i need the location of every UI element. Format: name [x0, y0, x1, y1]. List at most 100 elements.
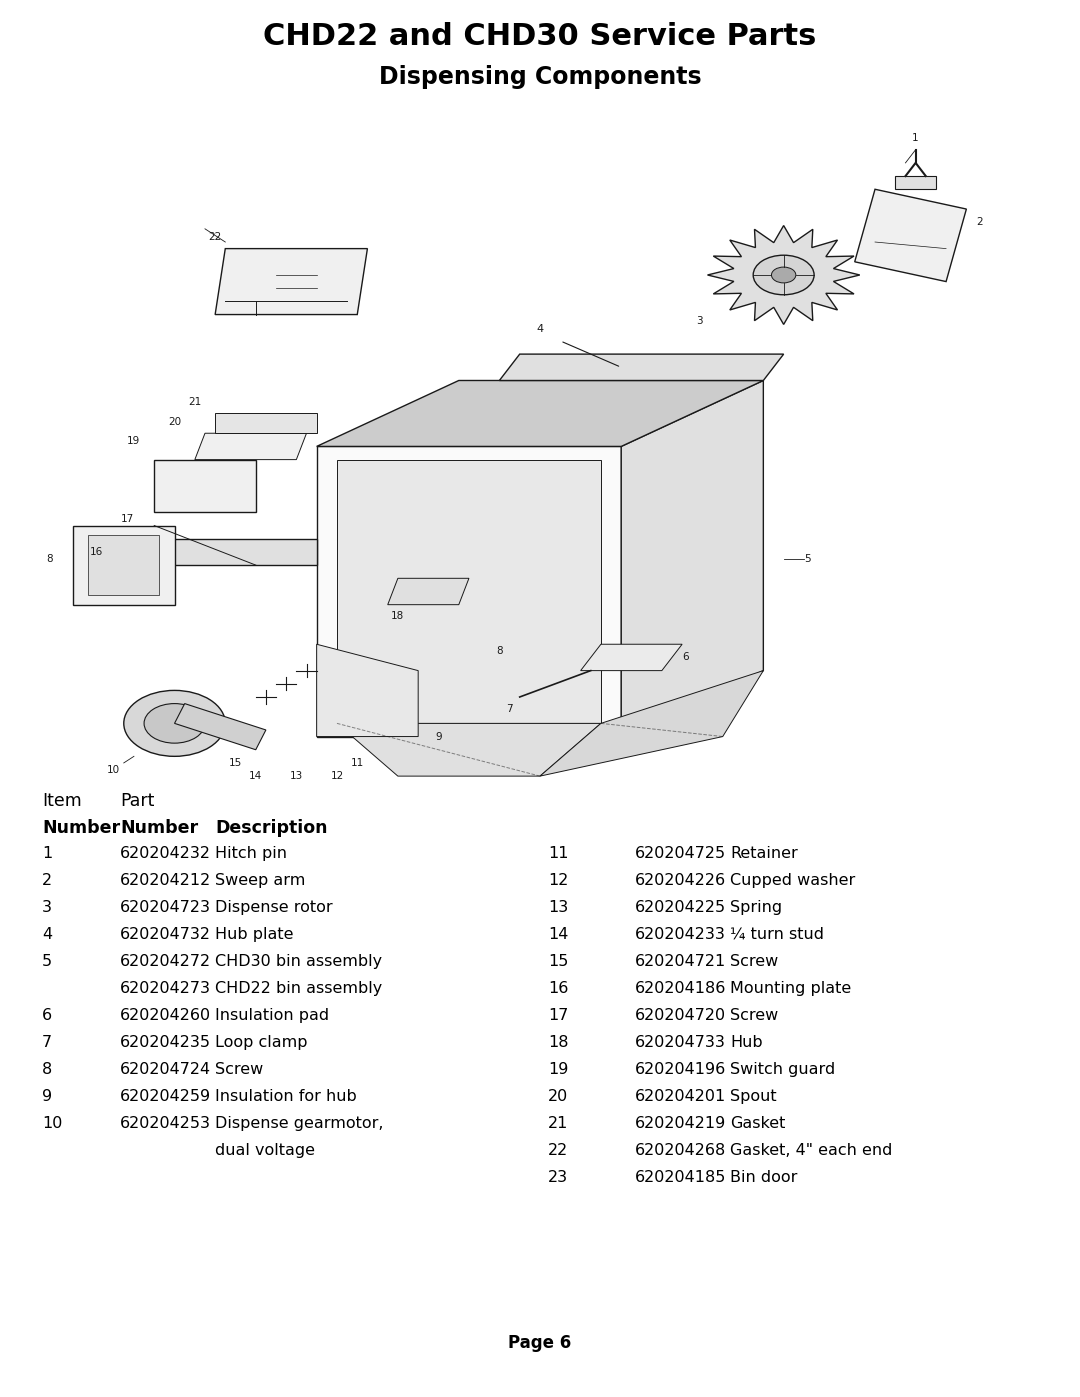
Text: Part: Part: [120, 792, 154, 810]
Polygon shape: [621, 380, 764, 736]
Text: 620204253: 620204253: [120, 1116, 211, 1132]
Text: 2: 2: [976, 218, 983, 228]
Text: 1: 1: [42, 847, 52, 861]
Polygon shape: [895, 176, 936, 189]
Text: 18: 18: [548, 1035, 568, 1051]
Text: 620204273: 620204273: [120, 981, 211, 996]
Polygon shape: [316, 644, 418, 736]
Text: Dispensing Components: Dispensing Components: [379, 66, 701, 89]
Text: 620204272: 620204272: [120, 954, 211, 970]
Text: 20: 20: [548, 1090, 568, 1104]
Text: 620204196: 620204196: [635, 1062, 726, 1077]
Text: 620204219: 620204219: [635, 1116, 726, 1132]
Text: 14: 14: [548, 928, 568, 942]
Text: Number: Number: [42, 819, 120, 837]
Polygon shape: [581, 644, 683, 671]
Text: 18: 18: [391, 612, 405, 622]
Text: 8: 8: [496, 645, 502, 655]
Polygon shape: [73, 525, 175, 605]
Text: Item: Item: [42, 792, 82, 810]
Text: Switch guard: Switch guard: [730, 1062, 835, 1077]
Text: Hitch pin: Hitch pin: [215, 847, 287, 861]
Text: 16: 16: [91, 548, 104, 557]
Text: 6: 6: [683, 652, 689, 662]
Circle shape: [124, 690, 226, 756]
Text: 620204268: 620204268: [635, 1143, 726, 1158]
Text: Screw: Screw: [730, 1009, 779, 1023]
Text: 21: 21: [188, 397, 202, 407]
Text: 8: 8: [42, 1062, 52, 1077]
Text: Screw: Screw: [215, 1062, 264, 1077]
Polygon shape: [134, 539, 316, 566]
Text: Description: Description: [215, 819, 327, 837]
Text: CHD22 bin assembly: CHD22 bin assembly: [215, 981, 382, 996]
Text: 620204232: 620204232: [120, 847, 211, 861]
Text: 5: 5: [804, 553, 811, 563]
Text: Loop clamp: Loop clamp: [215, 1035, 308, 1051]
Circle shape: [144, 704, 205, 743]
Text: 4: 4: [42, 928, 52, 942]
Polygon shape: [540, 671, 764, 777]
Text: Hub plate: Hub plate: [215, 928, 294, 942]
Text: Dispense rotor: Dispense rotor: [215, 900, 333, 915]
Text: 23: 23: [548, 1171, 568, 1185]
Text: 21: 21: [548, 1116, 568, 1132]
Text: Hub: Hub: [730, 1035, 762, 1051]
Text: 12: 12: [548, 873, 568, 888]
Text: Screw: Screw: [730, 954, 779, 970]
Polygon shape: [89, 535, 160, 595]
Text: 14: 14: [249, 771, 262, 781]
Text: Spout: Spout: [730, 1090, 777, 1104]
Circle shape: [771, 267, 796, 284]
Text: Mounting plate: Mounting plate: [730, 981, 851, 996]
Polygon shape: [388, 578, 469, 605]
Polygon shape: [215, 414, 316, 433]
Polygon shape: [499, 353, 784, 380]
Text: 1: 1: [913, 133, 919, 142]
Text: 620204721: 620204721: [635, 954, 726, 970]
Text: 2: 2: [42, 873, 52, 888]
Text: 620204723: 620204723: [120, 900, 211, 915]
Polygon shape: [707, 225, 860, 324]
Text: 22: 22: [548, 1143, 568, 1158]
Text: 22: 22: [208, 232, 221, 242]
Polygon shape: [316, 447, 621, 736]
Text: 7: 7: [42, 1035, 52, 1051]
Text: Bin door: Bin door: [730, 1171, 797, 1185]
Text: 620204235: 620204235: [120, 1035, 211, 1051]
Polygon shape: [154, 460, 256, 513]
Polygon shape: [337, 724, 600, 777]
Text: Number: Number: [120, 819, 198, 837]
Text: 16: 16: [548, 981, 568, 996]
Polygon shape: [337, 460, 600, 724]
Text: Dispense gearmotor,: Dispense gearmotor,: [215, 1116, 383, 1132]
Text: 20: 20: [168, 416, 181, 426]
Text: 7: 7: [507, 704, 513, 714]
Text: Spring: Spring: [730, 900, 782, 915]
Text: CHD22 and CHD30 Service Parts: CHD22 and CHD30 Service Parts: [264, 22, 816, 52]
Text: 620204233: 620204233: [635, 928, 726, 942]
Polygon shape: [316, 380, 764, 447]
Text: 8: 8: [46, 553, 53, 563]
Text: 620204259: 620204259: [120, 1090, 211, 1104]
Text: Sweep arm: Sweep arm: [215, 873, 306, 888]
Text: 9: 9: [435, 732, 442, 742]
Text: 620204201: 620204201: [635, 1090, 726, 1104]
Text: 13: 13: [289, 771, 303, 781]
Text: 620204186: 620204186: [635, 981, 727, 996]
Text: 11: 11: [548, 847, 568, 861]
Text: 620204732: 620204732: [120, 928, 211, 942]
Text: CHD30 bin assembly: CHD30 bin assembly: [215, 954, 382, 970]
Text: 620204212: 620204212: [120, 873, 212, 888]
Text: 3: 3: [42, 900, 52, 915]
Polygon shape: [175, 704, 266, 750]
Text: 11: 11: [351, 759, 364, 768]
Text: 17: 17: [121, 514, 134, 524]
Text: dual voltage: dual voltage: [215, 1143, 315, 1158]
Text: 620204724: 620204724: [120, 1062, 211, 1077]
Polygon shape: [194, 433, 307, 460]
Text: ¼ turn stud: ¼ turn stud: [730, 928, 824, 942]
Text: 15: 15: [548, 954, 568, 970]
Text: Insulation pad: Insulation pad: [215, 1009, 329, 1023]
Text: 17: 17: [548, 1009, 568, 1023]
